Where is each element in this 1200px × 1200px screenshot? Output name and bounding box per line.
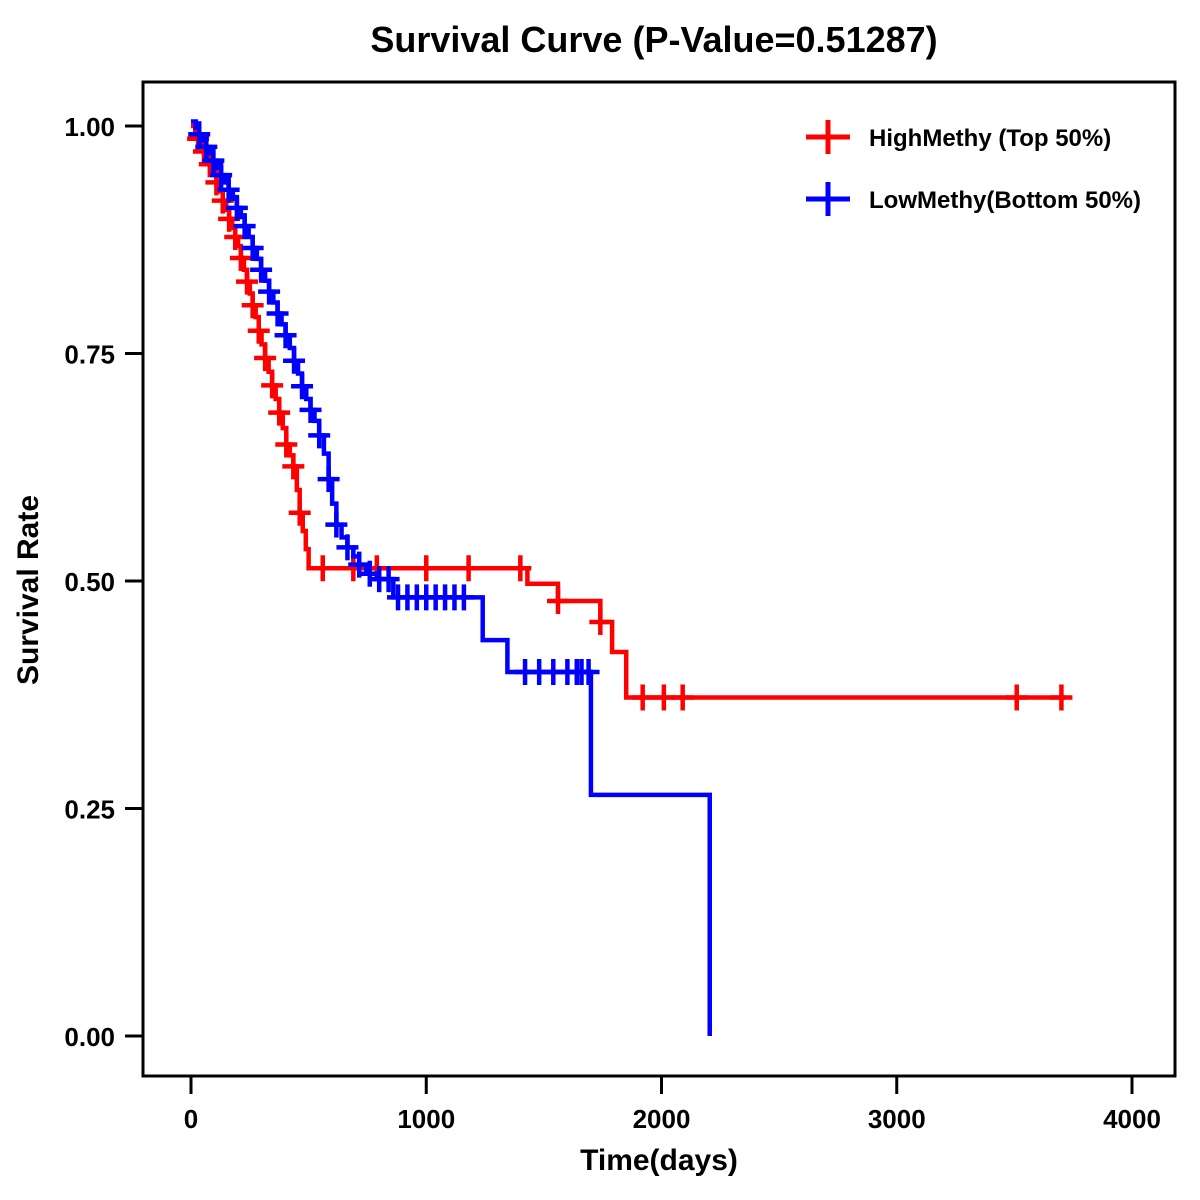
- censor-marker: [266, 300, 289, 327]
- series-layer: [187, 119, 1073, 1036]
- censor-marker: [282, 453, 305, 480]
- censor-marker: [217, 176, 240, 203]
- x-axis-title: Time(days): [580, 1144, 738, 1177]
- censor-marker: [317, 466, 340, 493]
- censor-marker: [299, 396, 322, 423]
- censor-marker: [268, 399, 291, 426]
- censor-marker: [250, 256, 273, 283]
- censor-marker: [247, 317, 270, 344]
- censor-marker: [577, 659, 600, 685]
- censor-marker: [377, 566, 400, 593]
- censor-marker: [202, 147, 225, 174]
- x-tick-label: 0: [184, 1104, 198, 1134]
- censor-marker: [241, 234, 264, 261]
- censor-marker: [261, 372, 284, 399]
- censor-marker: [546, 588, 569, 615]
- legend-item-high-methy[interactable]: HighMethy (Top 50%): [806, 120, 1111, 154]
- censor-marker: [288, 499, 311, 526]
- x-tick-label: 1000: [397, 1104, 455, 1134]
- censor-marker: [291, 373, 314, 400]
- censor-marker: [283, 347, 306, 374]
- censor-marker: [589, 608, 612, 635]
- km-series-low-methy: [188, 119, 712, 1036]
- y-tick-label: 0.00: [64, 1022, 115, 1052]
- y-tick-label: 0.50: [64, 567, 115, 597]
- x-tick-label: 2000: [633, 1104, 691, 1134]
- censor-marker: [509, 555, 532, 582]
- page-title: Survival Curve (P-Value=0.51287): [370, 19, 937, 60]
- censor-marker: [457, 555, 480, 582]
- y-axis: 0.00 0.25 0.50 0.75 1.00 Survival Rate: [12, 112, 143, 1052]
- censor-marker: [1005, 684, 1028, 711]
- censor-marker: [225, 194, 248, 221]
- censor-marker: [210, 162, 233, 189]
- censor-marker: [274, 322, 297, 349]
- censor-marker: [325, 511, 348, 538]
- y-tick-label: 0.25: [64, 795, 115, 825]
- censor-marker: [652, 684, 675, 711]
- censor-marker: [233, 213, 256, 240]
- censor-marker: [229, 244, 252, 271]
- censor-marker: [415, 555, 438, 582]
- censor-marker: [195, 133, 218, 160]
- plus-marker-icon: [806, 182, 850, 216]
- censor-marker: [311, 555, 334, 582]
- y-axis-ticks: 0.00 0.25 0.50 0.75 1.00: [64, 112, 143, 1052]
- censor-marker: [631, 684, 654, 711]
- censor-marker: [671, 684, 694, 711]
- x-axis-ticks: 0 1000 2000 3000 4000: [184, 1076, 1161, 1134]
- x-tick-label: 3000: [868, 1104, 926, 1134]
- censor-marker: [452, 584, 475, 611]
- censor-marker: [241, 292, 264, 319]
- chart-legend: HighMethy (Top 50%) LowMethy(Bottom 50%): [806, 120, 1141, 216]
- plus-marker-icon: [806, 120, 850, 154]
- x-tick-label: 4000: [1103, 1104, 1161, 1134]
- legend-item-low-methy[interactable]: LowMethy(Bottom 50%): [806, 182, 1141, 216]
- censor-marker: [1050, 684, 1073, 711]
- legend-label: LowMethy(Bottom 50%): [869, 187, 1141, 214]
- censor-marker: [336, 534, 359, 561]
- plot-frame: [141, 80, 1177, 1078]
- censor-marker: [235, 268, 258, 295]
- censor-marker: [275, 431, 298, 458]
- y-tick-label: 1.00: [64, 112, 115, 142]
- censor-marker: [254, 345, 277, 372]
- legend-label: HighMethy (Top 50%): [869, 125, 1111, 152]
- x-axis: 0 1000 2000 3000 4000 Time(days): [184, 1076, 1161, 1177]
- y-tick-label: 0.75: [64, 340, 115, 370]
- y-axis-title: Survival Rate: [12, 495, 45, 685]
- censor-marker: [308, 422, 331, 449]
- censor-marker: [258, 278, 281, 305]
